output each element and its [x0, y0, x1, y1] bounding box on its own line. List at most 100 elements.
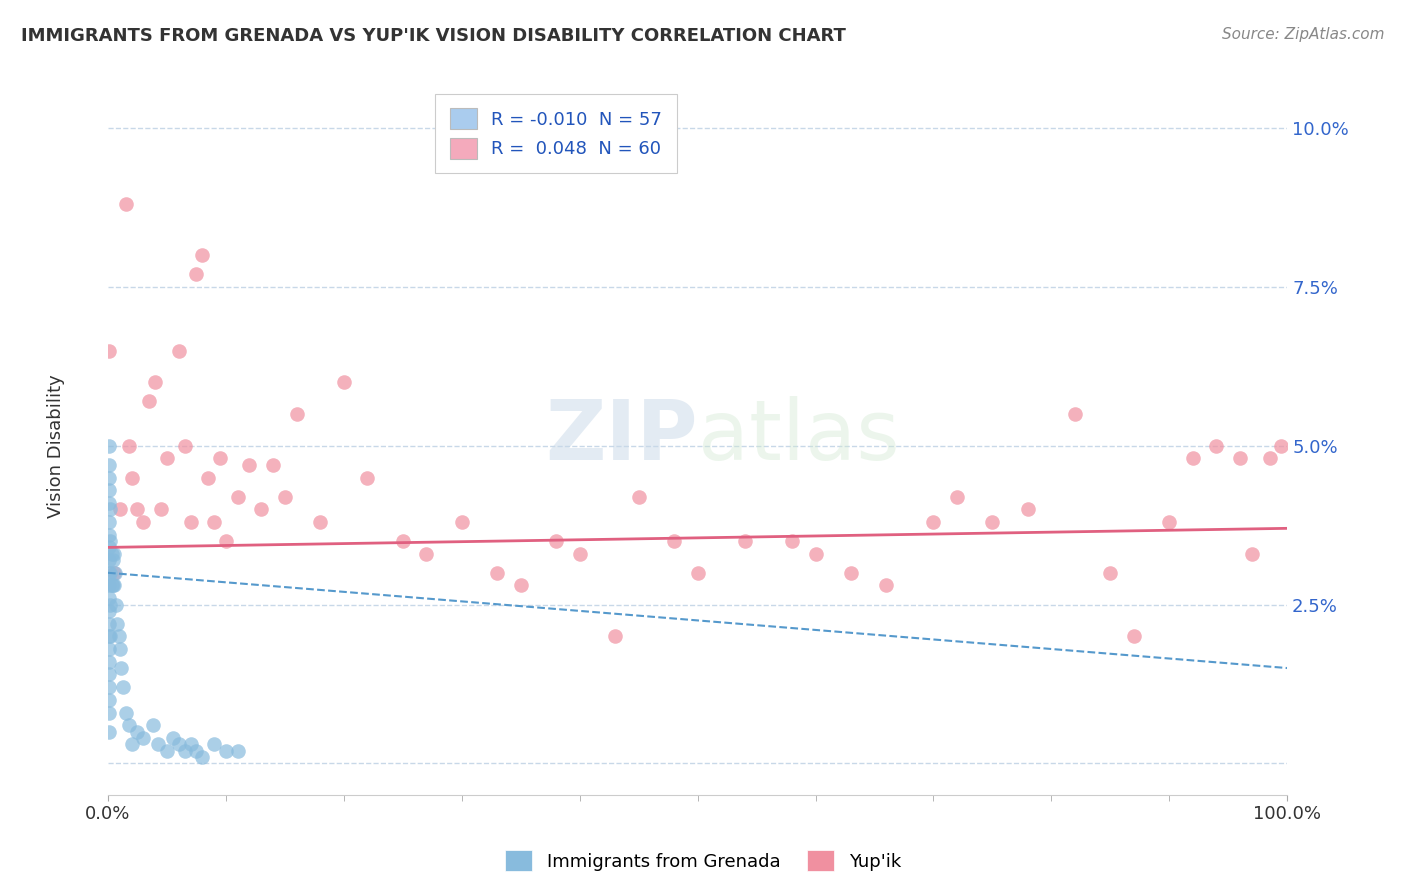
Point [98, 566, 121, 580]
Point [98, 541, 121, 555]
Point [1159, 515, 1181, 529]
Point [839, 566, 862, 580]
Text: atlas: atlas [697, 396, 900, 476]
Point [98, 680, 121, 694]
Point [1122, 629, 1144, 643]
Point [391, 534, 413, 549]
Point [127, 502, 149, 516]
Point [146, 737, 169, 751]
Point [98, 578, 121, 592]
Point [100, 547, 122, 561]
Point [285, 407, 308, 421]
Point [662, 534, 685, 549]
Point [1229, 451, 1251, 466]
Point [121, 737, 143, 751]
Point [132, 731, 155, 745]
Point [101, 578, 124, 592]
Point [274, 490, 297, 504]
Point [103, 578, 125, 592]
Point [98, 553, 121, 567]
Point [1205, 439, 1227, 453]
Point [262, 458, 284, 472]
Point [98, 496, 121, 510]
Point [98, 724, 121, 739]
Point [108, 502, 131, 516]
Point [98, 343, 121, 358]
Point [103, 547, 125, 561]
Point [804, 547, 827, 561]
Point [215, 534, 238, 549]
Point [686, 566, 709, 580]
Point [486, 566, 509, 580]
Point [1064, 407, 1087, 421]
Point [107, 629, 129, 643]
Point [186, 743, 208, 757]
Point [603, 629, 626, 643]
Text: ZIP: ZIP [546, 396, 697, 476]
Point [309, 515, 332, 529]
Point [143, 376, 166, 390]
Point [98, 502, 121, 516]
Point [150, 502, 173, 516]
Point [98, 534, 121, 549]
Point [98, 655, 121, 669]
Point [1181, 451, 1204, 466]
Point [780, 534, 803, 549]
Point [98, 439, 121, 453]
Point [114, 197, 136, 211]
Point [215, 743, 238, 757]
Point [98, 693, 121, 707]
Point [450, 515, 472, 529]
Point [167, 737, 190, 751]
Point [98, 706, 121, 720]
Point [180, 515, 202, 529]
Point [98, 458, 121, 472]
Point [98, 642, 121, 657]
Point [627, 490, 650, 504]
Text: Source: ZipAtlas.com: Source: ZipAtlas.com [1222, 27, 1385, 42]
Point [173, 743, 195, 757]
Point [98, 616, 121, 631]
Point [946, 490, 969, 504]
Point [734, 534, 756, 549]
Point [167, 343, 190, 358]
Legend: Immigrants from Grenada, Yup'ik: Immigrants from Grenada, Yup'ik [498, 843, 908, 879]
Point [208, 451, 231, 466]
Point [180, 737, 202, 751]
Point [112, 680, 135, 694]
Point [1258, 451, 1281, 466]
Point [101, 553, 124, 567]
Point [127, 724, 149, 739]
Point [1099, 566, 1122, 580]
Point [138, 394, 160, 409]
Point [226, 743, 249, 757]
Point [98, 591, 121, 606]
Point [162, 731, 184, 745]
Point [186, 268, 208, 282]
Point [105, 598, 128, 612]
Text: Vision Disability: Vision Disability [48, 374, 65, 518]
Point [103, 566, 125, 580]
Point [875, 578, 897, 592]
Point [110, 661, 132, 675]
Point [333, 376, 356, 390]
Point [98, 483, 121, 498]
Point [981, 515, 1004, 529]
Point [356, 470, 378, 484]
Point [121, 470, 143, 484]
Point [250, 502, 273, 516]
Point [509, 578, 531, 592]
Point [238, 458, 260, 472]
Point [197, 470, 219, 484]
Point [98, 667, 121, 681]
Point [132, 515, 155, 529]
Point [1017, 502, 1039, 516]
Point [202, 515, 225, 529]
Point [173, 439, 195, 453]
Point [104, 566, 127, 580]
Point [191, 750, 214, 764]
Point [98, 604, 121, 618]
Point [156, 451, 179, 466]
Point [922, 515, 945, 529]
Legend: R = -0.010  N = 57, R =  0.048  N = 60: R = -0.010 N = 57, R = 0.048 N = 60 [436, 94, 676, 173]
